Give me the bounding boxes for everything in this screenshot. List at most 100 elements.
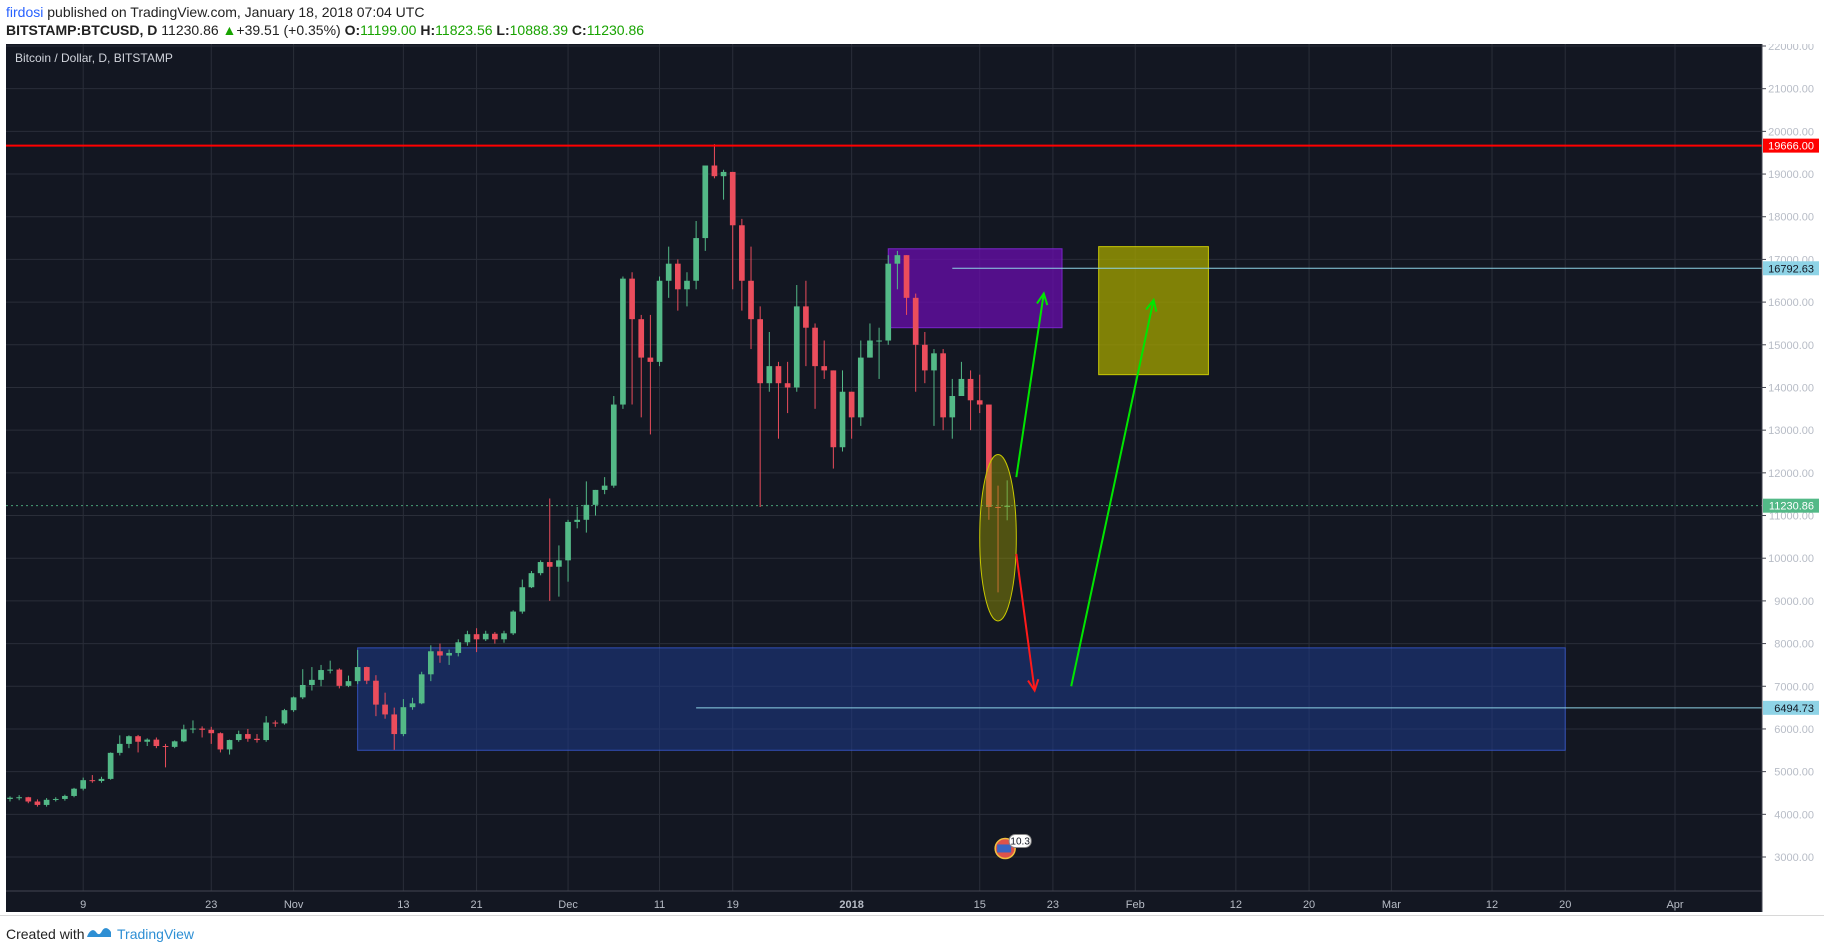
candle-body: [565, 521, 571, 561]
price-tag-label: 6494.73: [1774, 703, 1814, 715]
green-arrow-short: [1015, 293, 1045, 478]
candle-body: [52, 798, 59, 800]
candle-body: [546, 562, 553, 567]
candle-body: [226, 740, 233, 750]
chart-area[interactable]: 10.3 3000.00 4000.00 5000.00 6000.00 7000.00…: [0, 44, 1824, 915]
candle-body: [830, 370, 837, 448]
candle-body: [299, 684, 306, 698]
candle-body: [464, 634, 471, 643]
price-tag: [1763, 700, 1819, 715]
overlays-layer: 10.3: [6, 144, 1762, 860]
candle-body: [373, 680, 379, 705]
candle-body: [80, 780, 87, 789]
candle-body: [995, 506, 1001, 508]
created-with-text: Created with: [6, 926, 85, 942]
candle-body: [711, 165, 718, 177]
x-tick-label: 15: [974, 899, 986, 911]
price-tag-label: 16792.63: [1768, 263, 1814, 275]
price-tag: [1763, 138, 1819, 153]
ohlc-line: BITSTAMP:BTCUSD, D 11230.86 ▲+39.51 (+0.…: [6, 22, 644, 38]
price-tag: [1763, 261, 1819, 276]
candle-body: [748, 280, 754, 320]
price-axis[interactable]: 3000.00 4000.00 5000.00 6000.00 7000.00 8000.…: [1762, 44, 1814, 864]
symbol-label: BITSTAMP:BTCUSD, D: [6, 22, 158, 38]
x-tick-label: 11: [654, 899, 665, 911]
change-value: +39.51 (+0.35%): [236, 22, 341, 38]
candle-body: [400, 707, 407, 735]
candle-body: [885, 263, 892, 341]
candle-body: [912, 297, 919, 345]
y-tick-label: 3000.00: [1774, 852, 1814, 864]
candle-body: [309, 679, 315, 685]
y-tick-label: 14000.00: [1768, 382, 1814, 394]
candle-body: [629, 278, 635, 320]
candle-body: [793, 306, 800, 388]
y-tick-label: 20000.00: [1768, 126, 1814, 138]
candle-body: [7, 797, 13, 799]
candle-body: [674, 263, 681, 290]
candle-body: [803, 306, 809, 328]
x-tick-label: 21: [470, 899, 482, 911]
candle-body: [757, 319, 764, 384]
tradingview-logo-icon[interactable]: [86, 924, 112, 945]
red-arrow: [1015, 553, 1036, 691]
candle-body: [245, 734, 251, 739]
candle-body: [775, 366, 782, 384]
candle-body: [418, 674, 425, 704]
tradingview-brand-link[interactable]: TradingView: [117, 926, 195, 942]
candle-body: [354, 667, 361, 682]
candle-body: [144, 739, 151, 742]
candle-body: [217, 733, 224, 750]
open-value: 11199.00: [360, 22, 417, 38]
x-tick-label: Dec: [558, 899, 578, 911]
x-tick-label: 23: [1047, 899, 1059, 911]
time-axis[interactable]: 9 23 Nov 13 21 Dec 11 19 2018 15 23 Feb 12 20 Mar 12 20 A…: [80, 899, 1684, 911]
green-arrow-short-head: [1036, 291, 1049, 306]
candle-body: [656, 280, 663, 362]
candle-body: [363, 667, 370, 681]
candle-body: [98, 778, 105, 782]
candle-body: [16, 797, 22, 799]
y-tick-label: 10000.00: [1768, 553, 1814, 565]
candle-body: [894, 255, 901, 264]
x-tick-label: 19: [727, 899, 739, 911]
author-link[interactable]: firdosi: [6, 4, 44, 20]
candle-body: [345, 681, 352, 686]
candle-body: [455, 642, 462, 653]
candle-body: [556, 560, 562, 567]
candle-body: [25, 797, 32, 802]
candle-body: [940, 353, 946, 418]
candle-body: [986, 404, 992, 507]
candle-body: [739, 225, 745, 281]
x-tick-label: 20: [1303, 899, 1315, 911]
y-tick-label: 19000.00: [1768, 169, 1814, 181]
candle-body: [126, 736, 132, 744]
candle-body: [281, 710, 288, 724]
candle-body: [766, 366, 773, 384]
y-tick-label: 4000.00: [1774, 809, 1814, 821]
y-tick-label: 8000.00: [1774, 639, 1814, 651]
candle-body: [839, 391, 846, 448]
candle-body: [391, 714, 398, 735]
change-up-icon: ▲: [222, 22, 237, 38]
x-tick-label: 12: [1486, 899, 1498, 911]
green-arrow-long: [1070, 299, 1155, 687]
x-tick-label: Mar: [1382, 899, 1401, 911]
candle-body: [409, 703, 416, 708]
x-tick-label: Nov: [284, 899, 304, 911]
candle-body: [492, 633, 498, 640]
candle-body: [43, 799, 50, 805]
chart-svg[interactable]: 10.3 3000.00 4000.00 5000.00 6000.00 7000.00…: [0, 44, 1824, 915]
y-tick-label: 22000.00: [1768, 44, 1814, 53]
low-value: 10888.39: [509, 22, 569, 38]
candle-body: [620, 278, 626, 405]
candle-body: [272, 722, 279, 724]
y-tick-label: 18000.00: [1768, 212, 1814, 224]
candle-body: [720, 171, 727, 177]
y-tick-label: 12000.00: [1768, 468, 1814, 480]
candle-body: [327, 669, 334, 671]
last-price: 11230.86: [161, 22, 219, 38]
y-tick-label: 5000.00: [1774, 767, 1814, 779]
price-tag-label: 11230.86: [1769, 501, 1814, 513]
high-label: H:: [420, 22, 436, 38]
